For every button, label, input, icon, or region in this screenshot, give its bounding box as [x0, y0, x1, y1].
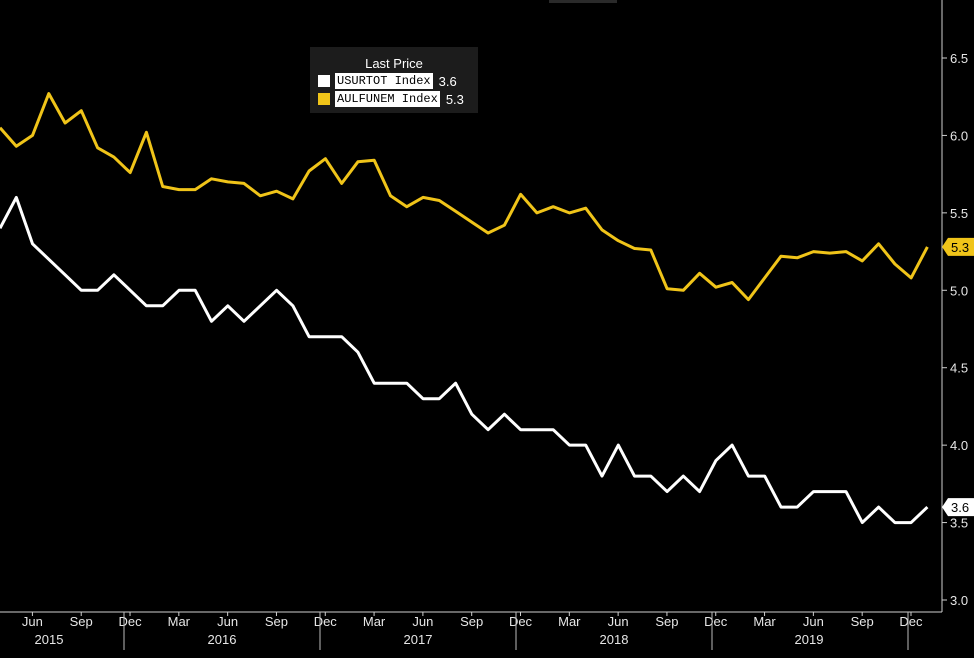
- legend-item-usurtot: USURTOT Index 3.6: [318, 72, 478, 90]
- y-tick-label: 4.5: [950, 361, 968, 376]
- y-tick-label: 4.0: [950, 438, 968, 453]
- y-tick-label: 6.5: [950, 51, 968, 66]
- y-tick-label: 3.0: [950, 593, 968, 608]
- x-tick-label: Mar: [558, 614, 581, 629]
- legend-series-value: 3.6: [438, 73, 457, 89]
- legend-item-aulfunem: AULFUNEM Index 5.3: [318, 90, 478, 108]
- series-line: [0, 92, 929, 302]
- x-tick-label: Jun: [217, 614, 238, 629]
- x-tick-label: Dec: [509, 614, 533, 629]
- year-label: 2016: [208, 632, 237, 647]
- x-tick-label: Sep: [655, 614, 678, 629]
- y-tick-label: 5.0: [950, 283, 968, 298]
- year-label: 2015: [35, 632, 64, 647]
- legend-series-value: 5.3: [445, 91, 464, 107]
- x-tick-label: Mar: [363, 614, 386, 629]
- legend-series-name: USURTOT Index: [335, 73, 433, 89]
- x-tick-label: Jun: [608, 614, 629, 629]
- year-label: 2017: [404, 632, 433, 647]
- last-value-marker: [942, 498, 974, 517]
- x-tick-label: Sep: [265, 614, 288, 629]
- year-label: 2019: [795, 632, 824, 647]
- year-label: 2018: [600, 632, 629, 647]
- legend-swatch-aulfunem: [318, 93, 330, 105]
- x-tick-label: Mar: [168, 614, 191, 629]
- y-tick-label: 5.5: [950, 206, 968, 221]
- x-tick-label: Jun: [803, 614, 824, 629]
- last-value-marker: [942, 237, 974, 256]
- x-tick-label: Sep: [460, 614, 483, 629]
- legend-title: Last Price: [365, 56, 423, 71]
- last-value-label: 3.6: [951, 500, 969, 515]
- last-value-markers: 3.6 5.3: [942, 237, 974, 517]
- y-tick-label: 3.5: [950, 516, 968, 531]
- x-tick-label: Dec: [118, 614, 142, 629]
- legend-swatch-usurtot: [318, 75, 330, 87]
- x-tick-label: Sep: [70, 614, 93, 629]
- chart-legend: Last Price USURTOT Index 3.6 AULFUNEM In…: [310, 47, 478, 113]
- y-tick-label: 6.0: [950, 128, 968, 143]
- x-tick-label: Sep: [851, 614, 874, 629]
- x-tick-label: Dec: [899, 614, 923, 629]
- x-tick-label: Jun: [22, 614, 43, 629]
- legend-series-name: AULFUNEM Index: [335, 91, 440, 107]
- series-line: [0, 195, 929, 525]
- top-bar-tab: [549, 0, 617, 3]
- x-tick-label: Mar: [753, 614, 776, 629]
- last-value-label: 5.3: [951, 240, 969, 255]
- series-layer: [0, 92, 929, 525]
- x-tick-label: Dec: [314, 614, 338, 629]
- x-tick-label: Jun: [412, 614, 433, 629]
- x-tick-label: Dec: [704, 614, 728, 629]
